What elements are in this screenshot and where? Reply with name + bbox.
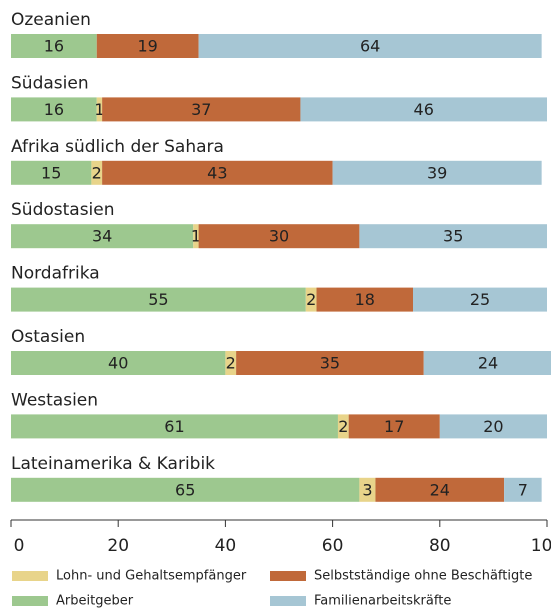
- category-label: Afrika südlich der Sahara: [11, 137, 224, 157]
- bar-segment: [236, 351, 424, 375]
- category-label: Westasien: [11, 390, 98, 410]
- value-label: 35: [443, 227, 463, 246]
- x-tick-label: 60: [322, 536, 344, 556]
- value-label: 61: [164, 417, 184, 436]
- bar-segment: [316, 287, 413, 312]
- value-label: 2: [92, 163, 102, 182]
- legend-label: Familienarbeitskräfte: [314, 594, 451, 609]
- value-label: 15: [41, 163, 61, 182]
- x-tick-label: 0: [14, 536, 25, 556]
- category-label: Südasien: [11, 73, 89, 93]
- bar-segment: [96, 34, 199, 58]
- value-label: 55: [148, 290, 168, 309]
- value-label: 65: [175, 480, 195, 499]
- value-label: 1: [94, 100, 104, 119]
- value-label: 2: [338, 417, 348, 436]
- bar-segment: [102, 97, 301, 122]
- value-label: 3: [362, 480, 372, 499]
- bar-segment: [11, 477, 360, 502]
- bar-segment: [504, 477, 542, 502]
- x-tick-label: 20: [107, 536, 129, 556]
- value-label: 35: [320, 354, 340, 373]
- value-label: 17: [384, 417, 404, 436]
- value-label: 24: [430, 480, 450, 499]
- value-label: 40: [108, 354, 128, 373]
- value-label: 24: [478, 354, 498, 373]
- bar-segment: [198, 224, 360, 249]
- category-label: Ozeanien: [11, 10, 91, 30]
- bar-segment: [11, 224, 194, 249]
- value-label: 2: [226, 354, 236, 373]
- bar-segment: [11, 414, 338, 439]
- bar-segment: [439, 414, 547, 439]
- legend-label: Arbeitgeber: [56, 594, 134, 609]
- value-label: 34: [92, 227, 112, 246]
- bar-segment: [102, 160, 333, 185]
- category-label: Nordafrika: [11, 264, 100, 284]
- value-label: 18: [355, 290, 375, 309]
- value-label: 30: [269, 227, 289, 246]
- bar-segment: [91, 160, 103, 185]
- value-label: 19: [138, 37, 158, 56]
- value-label: 1: [191, 227, 201, 246]
- value-label: 16: [44, 37, 64, 56]
- value-label: 16: [44, 100, 64, 119]
- legend-swatch: [270, 596, 306, 606]
- category-label: Ostasien: [11, 327, 85, 347]
- legend-label: Selbstständige ohne Beschäftigte: [314, 569, 532, 584]
- value-label: 2: [306, 290, 316, 309]
- x-tick-label: 40: [215, 536, 237, 556]
- value-label: 7: [518, 480, 528, 499]
- bar-segment: [96, 97, 103, 122]
- value-label: 37: [191, 100, 211, 119]
- value-label: 64: [360, 37, 380, 56]
- value-label: 25: [470, 290, 490, 309]
- bar-segment: [413, 287, 547, 312]
- x-tick-label: 80: [429, 536, 451, 556]
- legend-swatch: [12, 596, 48, 606]
- bar-segment: [332, 160, 542, 185]
- bar-segment: [348, 414, 440, 439]
- value-label: 20: [483, 417, 503, 436]
- bar-segment: [193, 224, 199, 249]
- bar-segment: [198, 34, 542, 58]
- x-tick-label: 100: [531, 536, 551, 556]
- bar-segment: [11, 160, 92, 185]
- category-label: Südostasien: [11, 200, 115, 220]
- bar-segment: [11, 97, 97, 122]
- bar-segment: [225, 351, 237, 375]
- bar-segment: [423, 351, 551, 375]
- bar-segment: [375, 477, 505, 502]
- value-label: 39: [427, 163, 447, 182]
- bar-segment: [305, 287, 317, 312]
- legend-label: Lohn- und Gehaltsempfänger: [56, 569, 247, 584]
- legend-swatch: [12, 571, 48, 581]
- bar-segment: [11, 34, 97, 58]
- bar-segment: [11, 351, 226, 375]
- value-label: 46: [414, 100, 434, 119]
- value-label: 43: [207, 163, 227, 182]
- category-label: Lateinamerika & Karibik: [11, 454, 215, 474]
- bar-segment: [11, 287, 306, 312]
- bar-segment: [337, 414, 349, 439]
- bar-segment: [359, 224, 547, 249]
- bar-segment: [359, 477, 376, 502]
- bar-segment: [300, 97, 547, 122]
- legend-swatch: [270, 571, 306, 581]
